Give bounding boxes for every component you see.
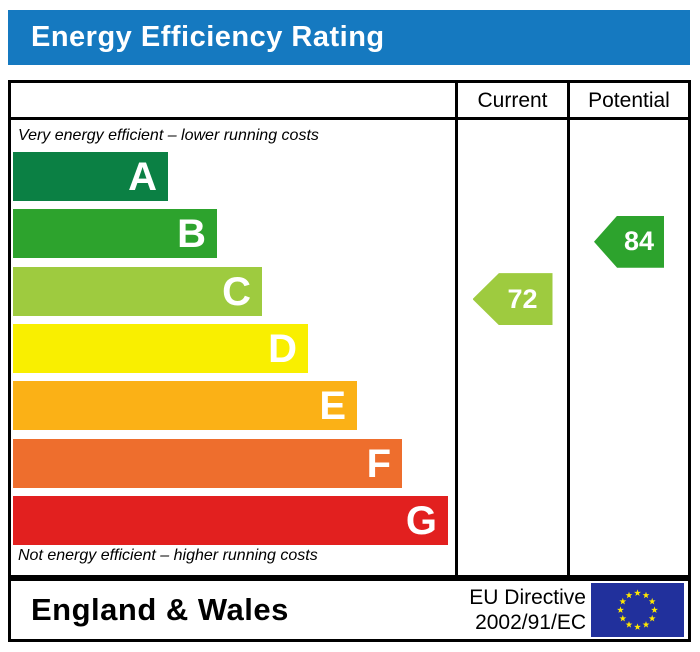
- region-label: England & Wales: [31, 592, 289, 627]
- page-title: Energy Efficiency Rating: [31, 21, 385, 53]
- eu-directive-line2: 2002/91/EC: [475, 611, 586, 634]
- band-letter-f: F: [366, 441, 391, 486]
- bottom-efficiency-note: Not energy efficient – higher running co…: [18, 547, 318, 564]
- eu-flag-icon: [591, 583, 684, 637]
- band-letter-g: G: [405, 498, 437, 543]
- title-bar: Energy Efficiency Rating: [8, 10, 690, 65]
- band-c: C: [13, 266, 262, 316]
- current-column-header: Current: [477, 89, 548, 112]
- band-letter-d: D: [268, 326, 297, 371]
- footer-bar: England & Wales EU Directive 2002/91/EC: [8, 578, 691, 642]
- band-f: F: [13, 438, 402, 488]
- rating-table-inner: Current Potential Very energy efficient …: [11, 83, 688, 575]
- band-e: E: [13, 381, 357, 431]
- band-g: G: [13, 495, 448, 545]
- bands-container: A B C D E F G 72 84: [11, 83, 688, 575]
- top-efficiency-note: Very energy efficient – lower running co…: [18, 127, 319, 144]
- current-column-divider: [455, 83, 458, 575]
- band-a: A: [13, 152, 168, 201]
- potential-rating-arrow: 84: [594, 215, 664, 268]
- band-b: B: [13, 209, 217, 259]
- current-rating-arrow: 72: [472, 273, 553, 326]
- potential-column-header: Potential: [588, 89, 670, 112]
- band-letter-e: E: [319, 384, 346, 429]
- eu-directive-label: EU Directive 2002/91/EC: [469, 585, 586, 635]
- potential-column-divider: [567, 83, 570, 575]
- band-letter-c: C: [222, 269, 251, 314]
- energy-rating-table: Current Potential Very energy efficient …: [8, 80, 691, 578]
- header-row-divider: [11, 117, 688, 120]
- band-letter-a: A: [128, 155, 157, 199]
- band-letter-b: B: [177, 212, 206, 257]
- band-d: D: [13, 323, 308, 373]
- eu-directive-line1: EU Directive: [469, 586, 586, 609]
